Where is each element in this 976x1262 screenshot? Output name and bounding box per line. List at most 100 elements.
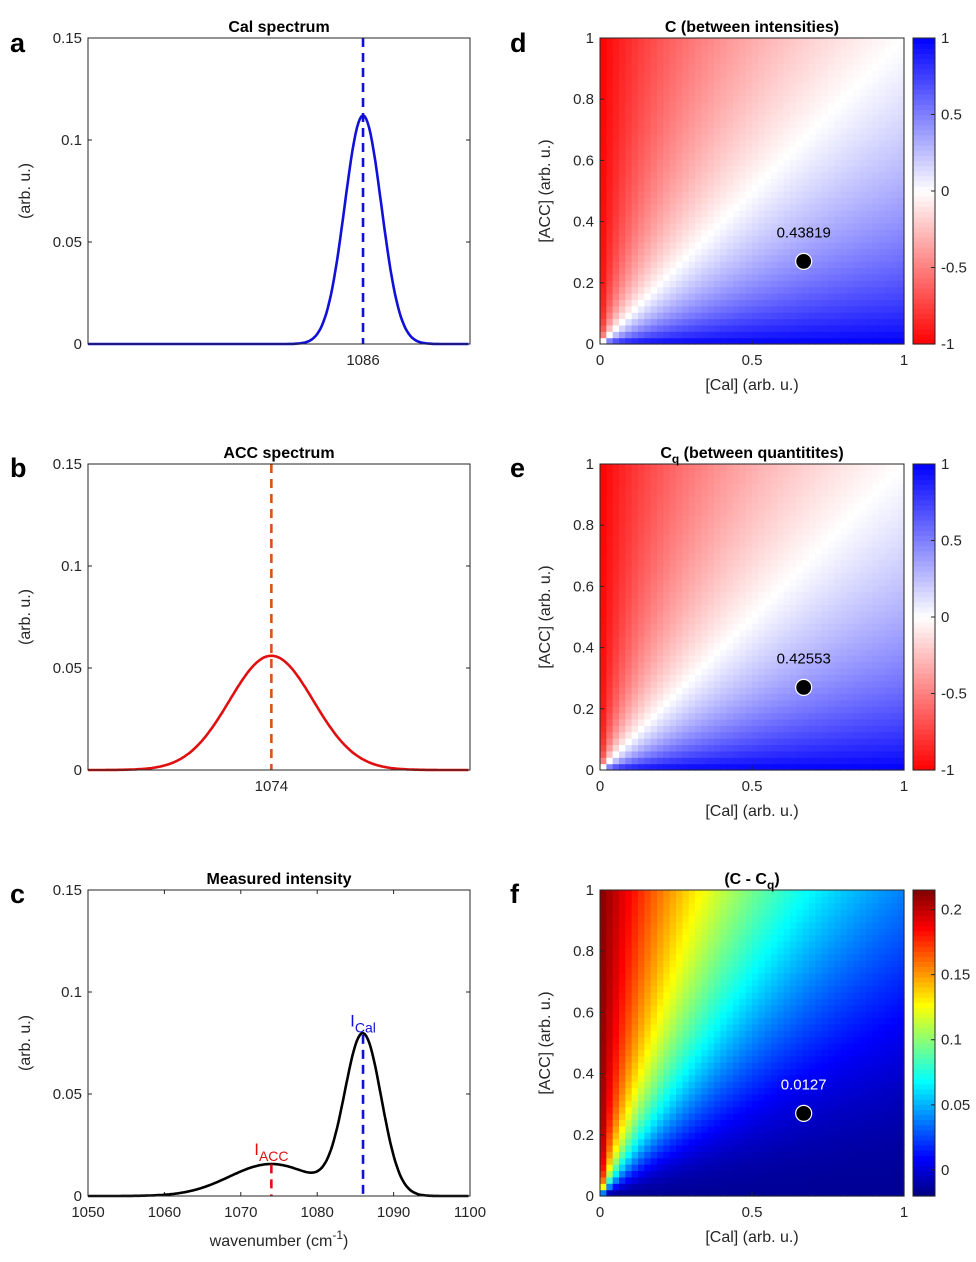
heatmap-cell xyxy=(828,655,835,663)
heatmap-cell xyxy=(612,101,620,109)
heatmap-cell xyxy=(828,318,835,326)
heatmap-cell xyxy=(809,527,816,535)
heatmap-cell xyxy=(885,623,892,631)
heatmap-cell xyxy=(866,502,873,510)
heatmap-cell xyxy=(682,693,690,701)
heatmap-cell xyxy=(771,719,778,726)
heatmap-cell xyxy=(606,1036,614,1044)
heatmap-cell xyxy=(859,318,867,326)
heatmap-cell xyxy=(657,280,664,288)
heatmap-cell xyxy=(790,261,797,269)
heatmap-cell xyxy=(828,750,835,758)
colorbar-segment xyxy=(913,272,935,279)
heatmap-cell xyxy=(676,171,683,179)
heatmap-cell xyxy=(600,750,607,758)
heatmap-cell xyxy=(669,617,677,624)
heatmap-cell xyxy=(859,757,867,765)
heatmap-cell xyxy=(840,757,848,765)
heatmap-cell xyxy=(657,476,664,484)
heatmap-cell xyxy=(790,623,797,631)
heatmap-cell xyxy=(758,712,766,720)
heatmap-cell xyxy=(606,89,614,96)
heatmap-cell xyxy=(866,553,873,561)
heatmap-cell xyxy=(771,254,778,262)
heatmap-cell xyxy=(714,508,721,516)
heatmap-cell xyxy=(828,731,835,739)
heatmap-cell xyxy=(701,44,709,52)
heatmap-cell xyxy=(631,527,639,535)
heatmap-cell xyxy=(745,82,753,90)
heatmap-cell xyxy=(840,89,848,96)
heatmap-cell xyxy=(600,337,607,345)
heatmap-cell xyxy=(752,617,759,624)
heatmap-cell xyxy=(600,699,607,707)
heatmap-cell xyxy=(885,82,892,90)
heatmap-cell xyxy=(783,76,791,84)
heatmap-cell xyxy=(638,489,645,497)
heatmap-cell xyxy=(771,273,778,281)
heatmap-cell xyxy=(720,95,728,103)
heatmap-cell xyxy=(809,127,816,135)
heatmap-cell xyxy=(891,184,899,192)
heatmap-cell xyxy=(783,101,791,109)
heatmap-cell xyxy=(707,750,715,758)
heatmap-cell xyxy=(815,146,823,154)
heatmap-cell xyxy=(726,566,734,573)
heatmap-cell xyxy=(606,623,614,631)
heatmap-cell xyxy=(619,146,626,154)
heatmap-cell xyxy=(644,553,652,561)
heatmap-cell xyxy=(771,178,778,186)
heatmap-cell xyxy=(701,495,709,503)
heatmap-cell xyxy=(669,299,677,307)
heatmap-cell xyxy=(676,578,683,586)
heatmap-cell xyxy=(657,470,664,478)
heatmap-cell xyxy=(625,521,633,529)
heatmap-cell xyxy=(682,331,690,339)
heatmap-cell xyxy=(777,610,785,618)
heatmap-cell xyxy=(897,508,905,516)
heatmap-cell xyxy=(606,1068,614,1076)
heatmap-cell xyxy=(612,95,620,103)
heatmap-cell xyxy=(657,655,664,663)
heatmap-cell xyxy=(612,680,620,688)
heatmap-cell xyxy=(828,566,835,573)
heatmap-cell xyxy=(682,521,690,529)
heatmap-cell xyxy=(815,50,823,58)
heatmap-cell xyxy=(600,331,607,339)
heatmap-cell xyxy=(809,318,816,326)
heatmap-cell xyxy=(809,44,816,52)
heatmap-cell xyxy=(802,508,810,516)
heatmap-cell xyxy=(714,604,721,612)
heatmap-cell xyxy=(891,82,899,90)
heatmap-cell xyxy=(790,674,797,682)
heatmap-cell xyxy=(619,222,626,230)
heatmap-cell xyxy=(847,299,854,307)
heatmap-cell xyxy=(834,495,842,503)
heatmap-cell xyxy=(606,184,614,192)
heatmap-cell xyxy=(676,165,683,173)
heatmap-cell xyxy=(796,120,804,128)
heatmap-cell xyxy=(612,750,620,758)
colorbar-segment xyxy=(913,515,935,521)
heatmap-cell xyxy=(840,476,848,484)
heatmap-cell xyxy=(612,114,620,122)
heatmap-cell xyxy=(707,489,715,497)
heatmap-cell xyxy=(701,95,709,103)
heatmap-cell xyxy=(809,69,816,77)
heatmap-cell xyxy=(821,159,829,167)
heatmap-cell xyxy=(695,312,702,320)
heatmap-cell xyxy=(676,146,683,154)
heatmap-cell xyxy=(891,476,899,484)
heatmap-cell xyxy=(764,757,772,765)
heatmap-cell xyxy=(669,699,677,707)
x-tick-label: 1074 xyxy=(255,778,288,795)
heatmap-cell xyxy=(764,668,772,675)
heatmap-cell xyxy=(631,312,639,320)
heatmap-cell xyxy=(650,101,658,109)
heatmap-cell xyxy=(707,178,715,186)
heatmap-cell xyxy=(619,572,626,580)
chart-title: Measured intensity xyxy=(207,871,352,888)
heatmap-cell xyxy=(866,578,873,586)
heatmap-cell xyxy=(726,63,734,71)
x-axis-label: wavenumber (cm-1) xyxy=(209,1228,349,1250)
